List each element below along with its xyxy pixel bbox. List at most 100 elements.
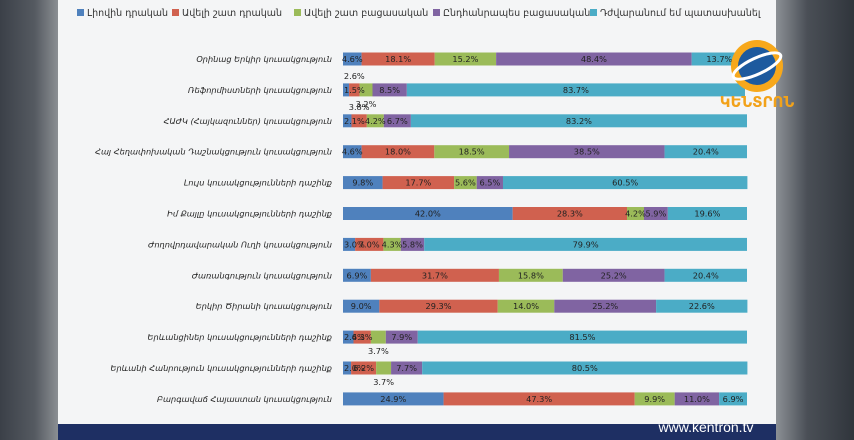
legend-label-2: Ավելի շատ դրական (182, 8, 282, 19)
data-label: 9.9% (644, 394, 665, 404)
bar-segment (379, 299, 498, 313)
data-label: 20.4% (693, 147, 719, 157)
data-label: 83.7% (563, 85, 589, 95)
category-label: Ժառանգություն կուսակցություն (192, 270, 332, 280)
bar-segment (383, 237, 401, 251)
bar-segment (627, 207, 644, 220)
data-label: 80.5% (572, 363, 598, 373)
bar-segment (562, 268, 665, 282)
data-label: 4.3% (382, 239, 403, 249)
bar-segment (343, 114, 352, 128)
category-label: Հայ Հեղափոխական Դաշնակցություն կուսակցու… (95, 147, 332, 157)
data-label: 6.7% (387, 116, 408, 126)
bar-segment (406, 83, 745, 97)
bar-segment (554, 299, 657, 313)
data-label: 2.6% (344, 332, 365, 342)
category-label: Լույս կուսակցությունների դաշինք (184, 178, 332, 188)
data-label: 6.2% (353, 363, 374, 373)
bar-segment (674, 392, 720, 406)
bar-segment (351, 114, 367, 128)
data-label: 81.5% (569, 332, 595, 342)
data-label: 4.2% (625, 209, 646, 219)
data-label: 3.2% (356, 99, 377, 109)
bar-segment (422, 361, 748, 375)
data-label: 47.3% (526, 394, 552, 404)
bar-segment (664, 268, 747, 282)
data-label: 4.6% (342, 54, 363, 64)
data-label: 6.9% (347, 270, 368, 280)
bar-segment (656, 299, 748, 313)
data-label: 79.9% (573, 239, 599, 249)
bar-segment (385, 330, 418, 344)
legend-swatch-1 (77, 9, 84, 16)
data-label: 18.5% (459, 147, 485, 157)
data-label: 5.9% (645, 209, 666, 219)
data-label: 3.7% (373, 377, 394, 387)
data-label: 18.0% (385, 147, 411, 157)
data-label: 38.5% (574, 147, 600, 157)
bar-segment (476, 176, 503, 190)
data-label: 14.0% (513, 301, 539, 311)
data-label: 20.4% (693, 270, 719, 280)
bar-segment (391, 361, 423, 375)
category-labels: Օրինաց Երկիր կուսակցություն Ռեֆորմիստների… (95, 54, 332, 404)
data-label: 24.9% (380, 394, 406, 404)
bar-segment (502, 176, 748, 190)
data-label: 48.4% (581, 54, 607, 64)
data-label: 3.7% (368, 346, 389, 356)
bar-segment (454, 176, 477, 190)
data-label: 17.7% (405, 178, 431, 188)
chart-bars (343, 52, 748, 406)
data-label: 60.5% (612, 178, 638, 188)
bar-segment (434, 145, 510, 159)
bar-segment (366, 114, 384, 128)
bar-segment (634, 392, 675, 406)
bar-segment (417, 330, 747, 344)
legend-label-5: Դժվարանում եմ պատասխանել (600, 8, 761, 19)
data-label: 83.2% (566, 116, 592, 126)
category-label: Ռեֆորմիստների կուսակցություն (188, 85, 332, 95)
data-label: 4.6% (342, 147, 363, 157)
data-label: 29.3% (426, 301, 452, 311)
data-label: 42.0% (415, 209, 441, 219)
bar-segment (343, 145, 362, 159)
channel-watermark: www.kentron.tv (658, 419, 754, 435)
logo-orbit-ring (731, 51, 783, 81)
bar-segment (343, 392, 444, 406)
bar-segment (361, 145, 435, 159)
legend-swatch-2 (172, 9, 179, 16)
bar-segment (443, 392, 635, 406)
bar-segment (343, 83, 350, 97)
data-label: 19.6% (694, 209, 720, 219)
bar-segment (351, 361, 377, 375)
bar-segment (424, 237, 747, 251)
bar-segment (509, 145, 665, 159)
bar-segment (434, 52, 497, 66)
data-label: 9.8% (352, 178, 373, 188)
bar-segment (382, 176, 455, 190)
bar-segment (343, 361, 352, 375)
channel-logo: ԿԵՆՏՐՈՆ (720, 40, 794, 111)
data-label: 7.7% (396, 363, 417, 373)
bar-segment (343, 237, 356, 251)
bar-segment (667, 207, 747, 220)
legend-swatch-5 (590, 9, 597, 16)
bar-segment (355, 237, 384, 251)
data-label: 8.5% (379, 85, 400, 95)
category-label: Ժողովրդավարական Ուղի կուսակցություն (148, 239, 332, 249)
data-label: 18.1% (385, 54, 411, 64)
data-label: 6.9% (723, 394, 744, 404)
data-label: 1.5% (344, 85, 365, 95)
bar-segment (353, 330, 371, 344)
chart-legend: Լիովին դրական Ավելի շատ դրական Ավելի շատ բ… (77, 8, 761, 19)
category-label: ՀԱԺԿ (Հայկազուններ) կուսակցություն (164, 116, 332, 126)
bar-segment (343, 330, 354, 344)
data-label: 25.2% (601, 270, 627, 280)
bar-segment (383, 114, 411, 128)
bar-segment (361, 52, 435, 66)
data-label: 6.5% (479, 178, 500, 188)
bar-segment (349, 83, 360, 97)
bar-segment (370, 268, 499, 282)
data-label: 25.2% (592, 301, 618, 311)
legend-swatch-3 (294, 9, 301, 16)
